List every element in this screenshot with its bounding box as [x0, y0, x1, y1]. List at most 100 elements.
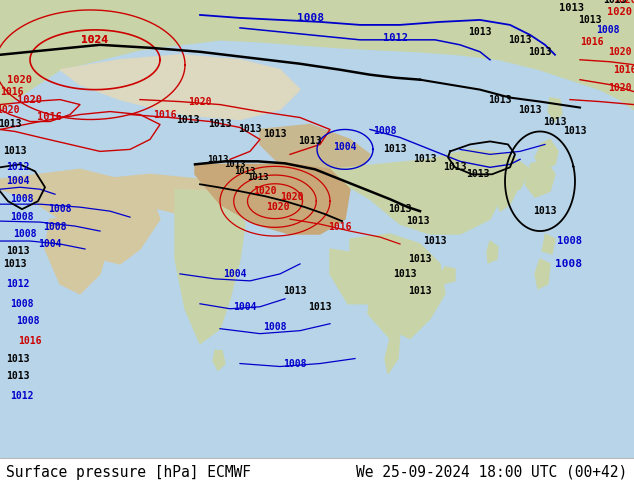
- Text: 1013: 1013: [247, 173, 269, 182]
- Text: 1013: 1013: [469, 27, 492, 37]
- Text: Surface pressure [hPa] ECMWF: Surface pressure [hPa] ECMWF: [6, 465, 251, 480]
- Polygon shape: [368, 284, 415, 339]
- Text: 1020: 1020: [188, 97, 212, 107]
- Text: 1004: 1004: [233, 302, 257, 312]
- Text: 1013: 1013: [559, 3, 585, 13]
- Text: 1020: 1020: [280, 192, 304, 202]
- Text: 1008: 1008: [297, 13, 323, 23]
- Text: 1013: 1013: [408, 254, 432, 264]
- Text: 1008: 1008: [10, 212, 34, 222]
- Polygon shape: [525, 159, 555, 197]
- Text: 1008: 1008: [48, 204, 72, 214]
- Text: 1004: 1004: [333, 143, 357, 152]
- Polygon shape: [542, 234, 555, 254]
- Text: 1013: 1013: [388, 204, 411, 214]
- Text: 1013: 1013: [413, 154, 437, 164]
- Polygon shape: [0, 25, 60, 60]
- Text: 1013: 1013: [408, 286, 432, 296]
- Text: 1013: 1013: [283, 286, 307, 296]
- Text: 1013: 1013: [3, 259, 27, 269]
- Text: 1020: 1020: [608, 47, 631, 57]
- Text: 1004: 1004: [223, 269, 247, 279]
- Polygon shape: [100, 174, 220, 214]
- Polygon shape: [175, 189, 245, 343]
- Text: 1008: 1008: [263, 321, 287, 332]
- Text: 1013: 1013: [207, 155, 229, 164]
- Text: 1016: 1016: [37, 112, 63, 122]
- Text: 1008: 1008: [43, 222, 67, 232]
- Text: 1013: 1013: [488, 95, 512, 104]
- Polygon shape: [0, 0, 634, 110]
- Text: 1008: 1008: [10, 299, 34, 309]
- Polygon shape: [330, 249, 375, 304]
- Text: 1008: 1008: [373, 126, 397, 137]
- Polygon shape: [125, 124, 148, 161]
- Polygon shape: [580, 30, 634, 80]
- Text: 1013: 1013: [518, 104, 541, 115]
- Text: 1012: 1012: [10, 392, 34, 401]
- Text: 1013: 1013: [578, 15, 602, 25]
- Text: 1020: 1020: [0, 104, 20, 115]
- Text: 1004: 1004: [38, 239, 61, 249]
- Text: 1008: 1008: [13, 229, 37, 239]
- Polygon shape: [548, 98, 562, 122]
- Text: 1013: 1013: [263, 129, 287, 140]
- Text: 1013: 1013: [393, 269, 417, 279]
- Text: 1013: 1013: [238, 124, 262, 134]
- Polygon shape: [440, 267, 455, 284]
- Text: 1008: 1008: [596, 25, 620, 35]
- Text: 1013: 1013: [3, 147, 27, 156]
- Text: 1020: 1020: [266, 202, 290, 212]
- Polygon shape: [60, 55, 300, 120]
- Polygon shape: [330, 159, 500, 234]
- Text: 1013: 1013: [0, 120, 22, 129]
- Text: 1013: 1013: [298, 136, 321, 147]
- Polygon shape: [535, 140, 558, 170]
- Text: 1016: 1016: [328, 222, 352, 232]
- Text: 1016: 1016: [613, 65, 634, 74]
- Polygon shape: [487, 241, 498, 263]
- Text: 1013: 1013: [6, 371, 30, 382]
- Text: 1016: 1016: [580, 37, 604, 47]
- Text: 1016: 1016: [0, 87, 23, 97]
- Text: 1013: 1013: [6, 354, 30, 364]
- Polygon shape: [45, 217, 110, 294]
- Text: 1013: 1013: [176, 115, 200, 124]
- Text: 1013: 1013: [234, 167, 256, 176]
- Polygon shape: [350, 234, 445, 339]
- Polygon shape: [0, 170, 160, 264]
- Polygon shape: [360, 65, 375, 87]
- Text: 1020: 1020: [613, 0, 634, 5]
- Text: 1008: 1008: [16, 316, 40, 326]
- Text: 1012: 1012: [6, 162, 30, 172]
- Polygon shape: [0, 0, 634, 30]
- Polygon shape: [495, 167, 520, 211]
- Text: 1013: 1013: [603, 0, 627, 5]
- Text: 1008: 1008: [10, 194, 34, 204]
- Polygon shape: [260, 124, 370, 179]
- Text: 1008: 1008: [555, 259, 581, 269]
- Text: 1013: 1013: [543, 117, 567, 126]
- Text: 1020: 1020: [253, 186, 277, 196]
- Text: 1012: 1012: [6, 279, 30, 289]
- Polygon shape: [213, 350, 225, 370]
- Text: 1013: 1013: [208, 120, 232, 129]
- Text: 1013: 1013: [383, 145, 407, 154]
- Polygon shape: [430, 149, 530, 194]
- Text: 1013: 1013: [563, 126, 586, 137]
- Text: 1013: 1013: [6, 246, 30, 256]
- Polygon shape: [385, 329, 400, 373]
- Text: 1020: 1020: [8, 74, 32, 85]
- Text: 1013: 1013: [224, 160, 246, 169]
- Text: 1008: 1008: [283, 359, 307, 368]
- Polygon shape: [175, 115, 188, 131]
- Text: 1024: 1024: [82, 35, 108, 45]
- Text: We 25-09-2024 18:00 UTC (00+42): We 25-09-2024 18:00 UTC (00+42): [356, 465, 628, 480]
- Text: 1020: 1020: [18, 95, 42, 104]
- Text: 1013: 1013: [406, 216, 430, 226]
- Text: 1024: 1024: [82, 35, 108, 45]
- Text: 1016: 1016: [18, 336, 42, 345]
- Text: 1013: 1013: [528, 47, 552, 57]
- Text: 1013: 1013: [308, 302, 332, 312]
- Polygon shape: [195, 164, 350, 234]
